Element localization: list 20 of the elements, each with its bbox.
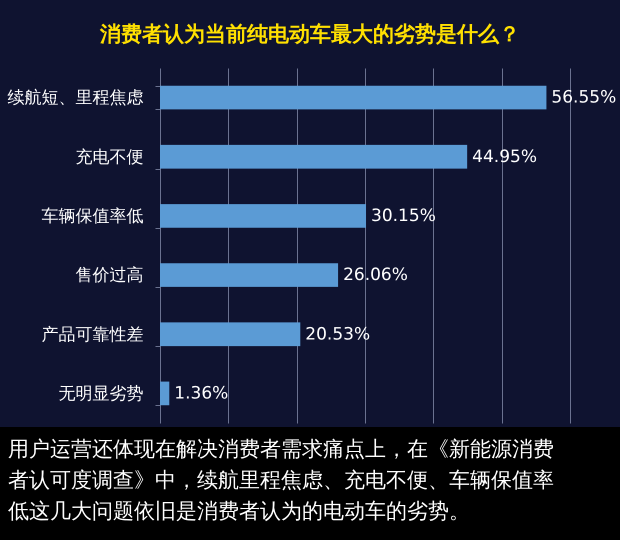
- bar: [160, 204, 366, 228]
- data-label: 20.53%: [305, 324, 370, 344]
- y-tick-label: 无明显劣势: [58, 384, 144, 404]
- data-label: 26.06%: [343, 265, 408, 286]
- y-tick-label: 售价过高: [76, 266, 144, 286]
- chart-title: 消费者认为当前纯电动车最大的劣势是什么？: [99, 22, 520, 46]
- text: 用户运营还体现在解决消费者需求痛点上，在《新能源消费者认可度调查》中，续航里程焦虑、充电不便、车辆保值率低这几大问题依旧是消费者认为的电动车的劣势。: [8, 437, 554, 523]
- y-tick-label: 充电不便: [76, 147, 144, 168]
- bar: [160, 382, 170, 406]
- data-label: 56.55%: [551, 88, 616, 108]
- y-tick-label: 产品可靠性差: [42, 324, 144, 345]
- bar: [160, 263, 338, 287]
- data-label: 1.36%: [174, 383, 228, 404]
- y-tick-label: 续航短、里程焦虑: [8, 88, 144, 108]
- bar: [160, 144, 468, 169]
- bar: [160, 86, 546, 110]
- data-label: 30.15%: [371, 206, 436, 226]
- y-tick-label: 车辆保值率低: [42, 206, 144, 226]
- bar: [160, 322, 300, 346]
- data-label: 44.95%: [472, 146, 537, 167]
